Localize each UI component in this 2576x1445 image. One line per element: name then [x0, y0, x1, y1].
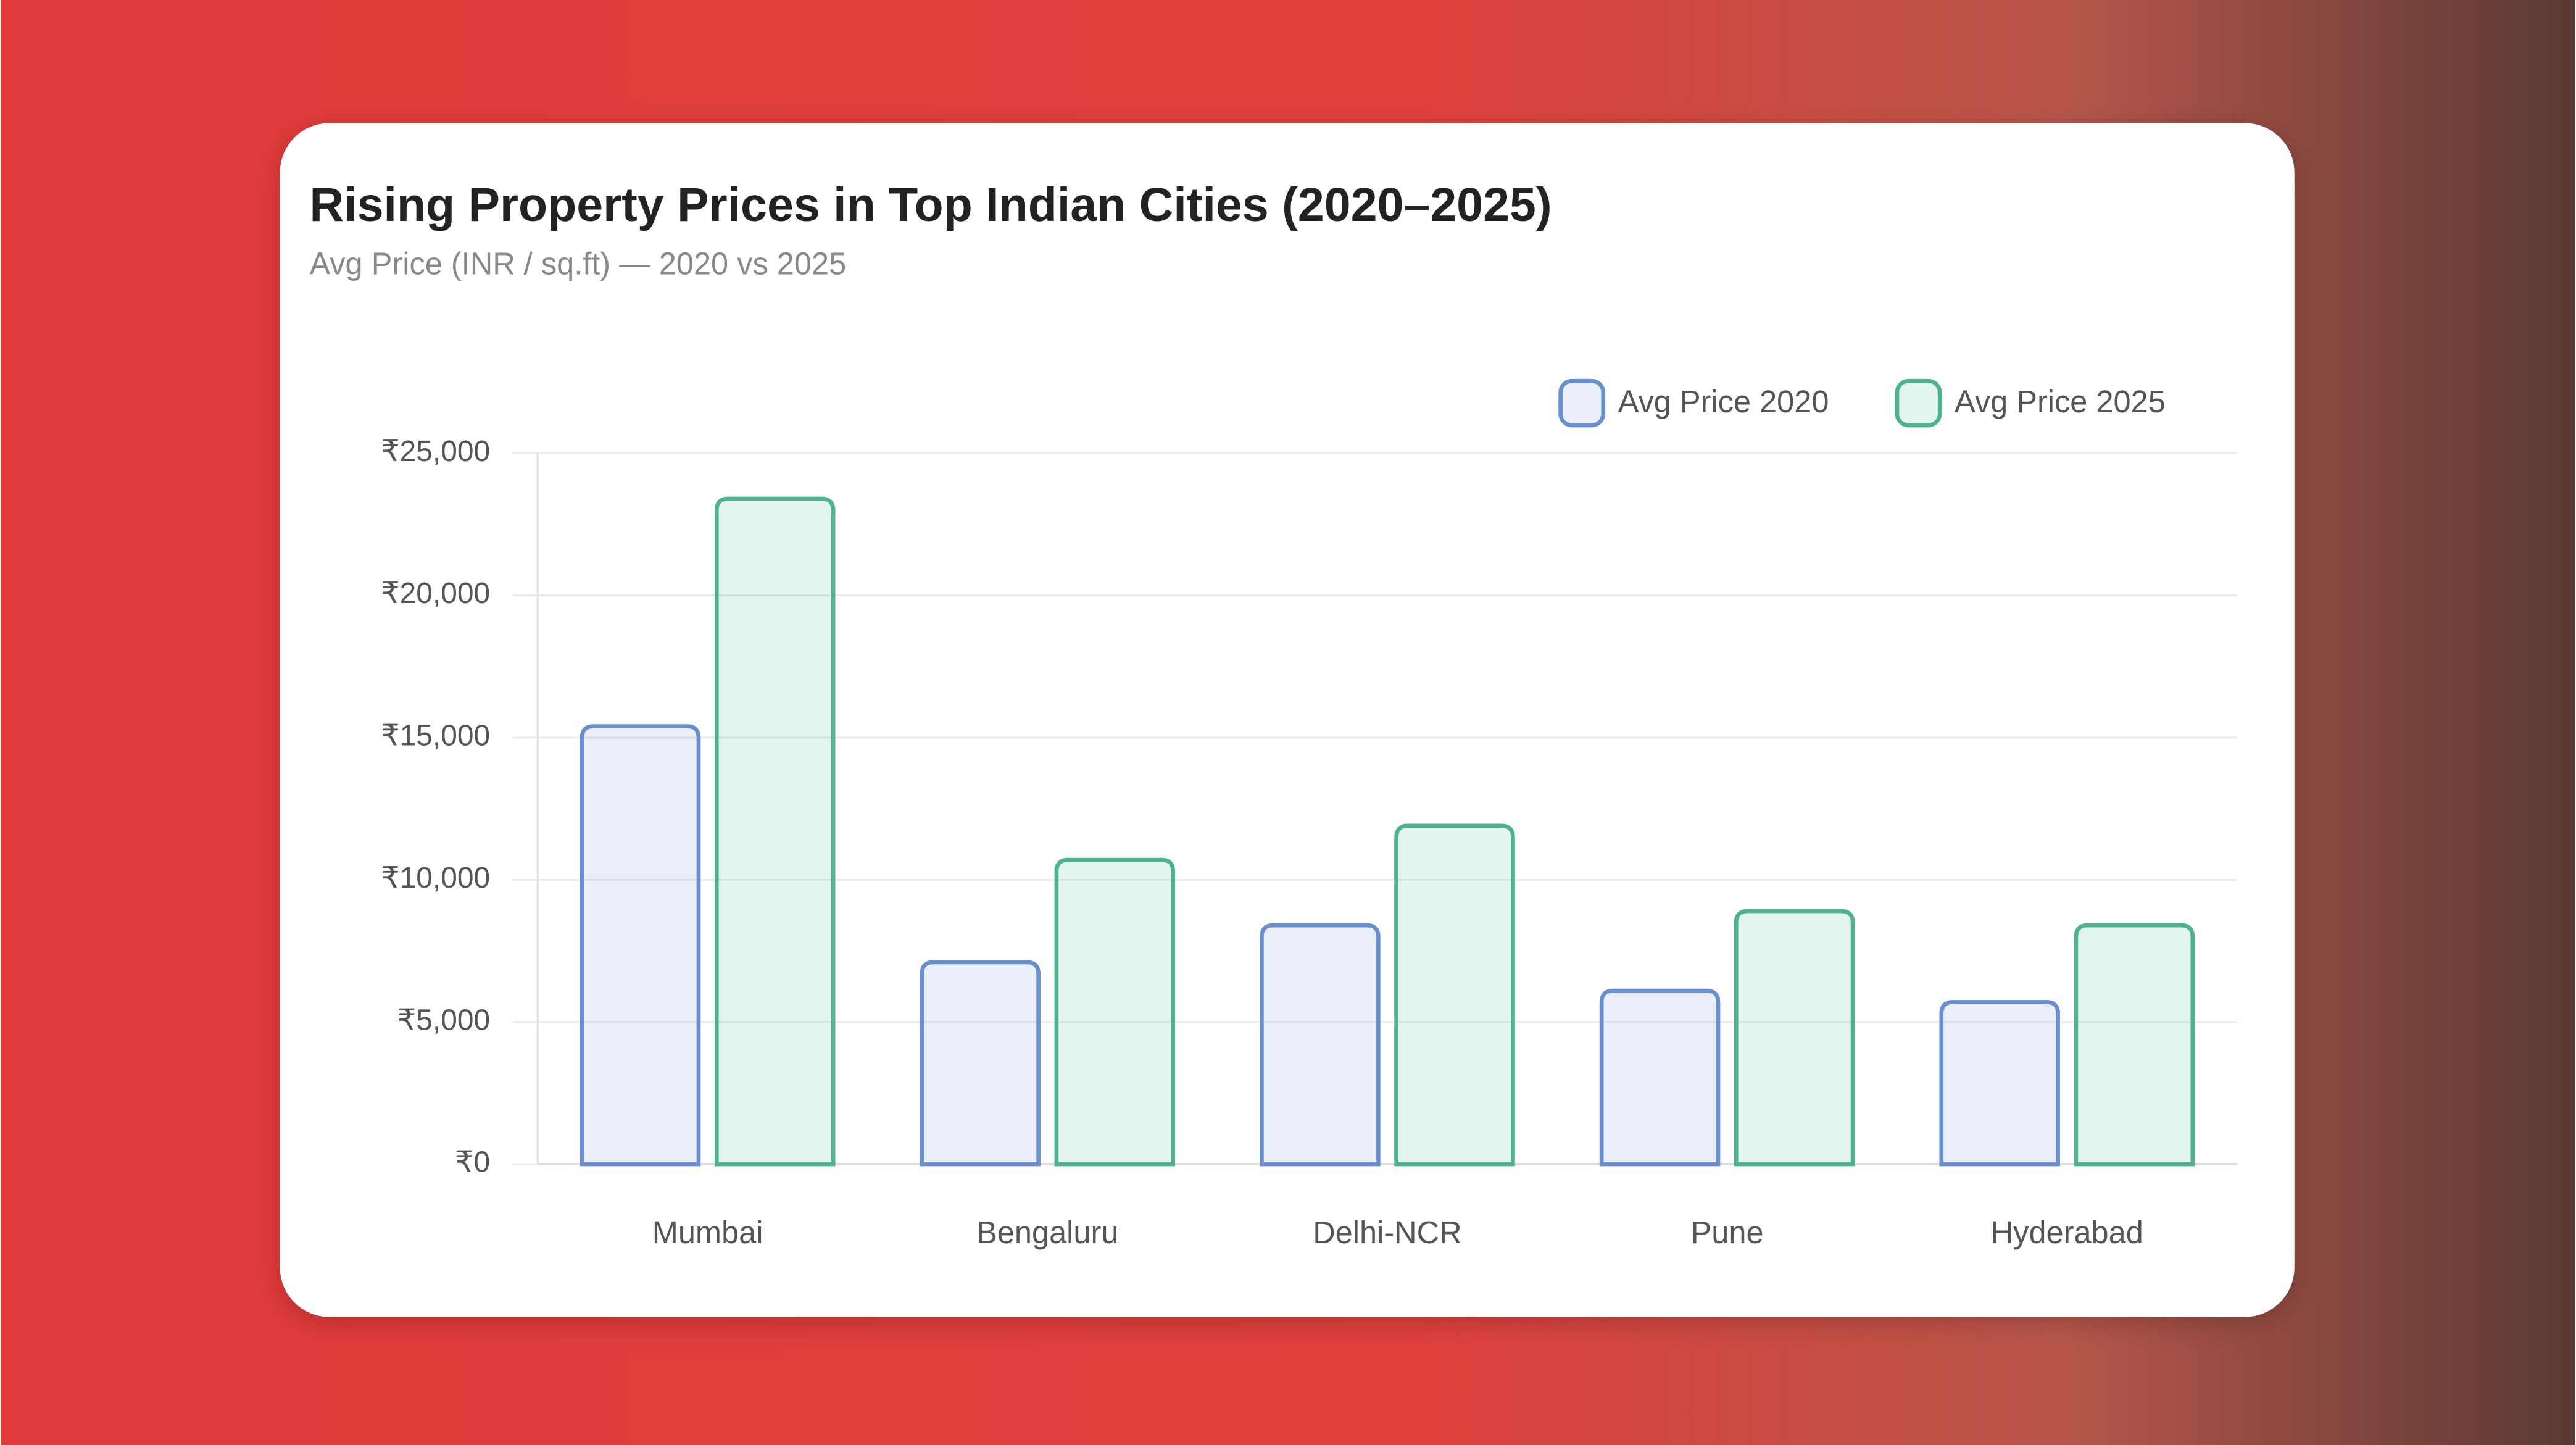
legend-swatch [1895, 378, 1942, 428]
bar [920, 960, 1041, 1167]
y-tick-label: ₹5,000 [397, 1004, 490, 1036]
x-tick-label: Delhi-NCR [1313, 1215, 1461, 1250]
bar [580, 724, 701, 1167]
legend-label: Avg Price 2020 [1618, 384, 1829, 419]
y-tick-label: ₹0 [455, 1146, 490, 1179]
y-tick-label: ₹15,000 [381, 720, 490, 752]
y-tick-label: ₹25,000 [381, 435, 490, 468]
y-tick-label: ₹20,000 [381, 577, 490, 610]
legend-swatch [1558, 378, 1606, 428]
bar [1599, 988, 1721, 1167]
card [280, 123, 2295, 1317]
x-tick-label: Mumbai [652, 1215, 763, 1250]
bar [714, 496, 836, 1167]
chart-subtitle: Avg Price (INR / sq.ft) — 2020 vs 2025 [310, 246, 847, 281]
bar [1734, 909, 1855, 1167]
bar [1054, 857, 1176, 1167]
y-tick-label: ₹10,000 [381, 862, 490, 894]
x-tick-label: Bengaluru [976, 1215, 1118, 1250]
bar [1939, 1000, 2060, 1167]
bar [2074, 923, 2195, 1167]
x-tick-label: Hyderabad [1991, 1215, 2143, 1250]
bar [1260, 923, 1381, 1167]
legend-label: Avg Price 2025 [1955, 384, 2166, 419]
chart-title: Rising Property Prices in Top Indian Cit… [310, 178, 1552, 231]
bar [1394, 823, 1515, 1167]
x-tick-label: Pune [1691, 1215, 1764, 1250]
